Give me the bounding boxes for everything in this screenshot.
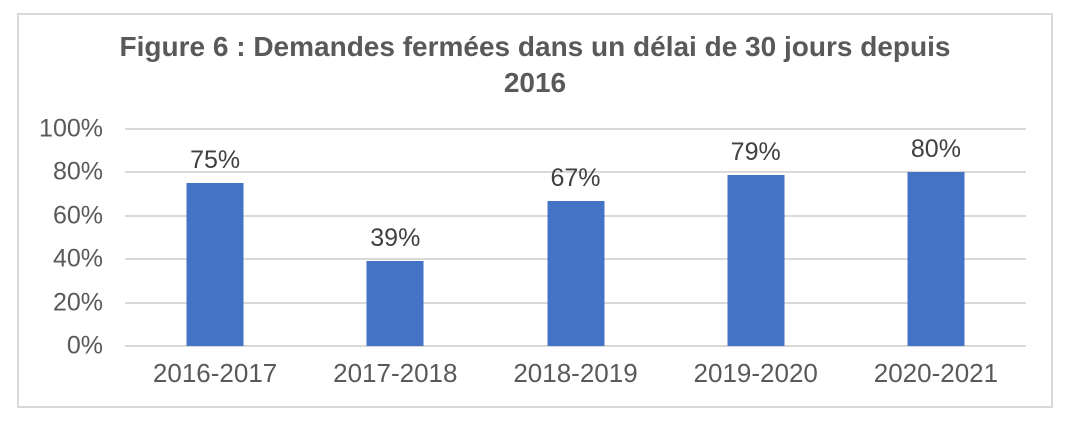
bar-value-label: 80%	[910, 135, 961, 164]
bar-2017-2018	[366, 261, 424, 346]
bar-value-label: 67%	[550, 163, 601, 192]
x-tick-label: 2019-2020	[693, 358, 818, 388]
y-tick-label: 100%	[39, 114, 103, 143]
bar-2018-2019	[547, 200, 604, 346]
y-tick-label: 0%	[66, 331, 103, 360]
x-tick-label: 2018-2019	[513, 358, 638, 388]
bars-layer: 75% 2016-2017 39% 2017-2018 67% 2018-2019 79% 2…	[125, 129, 1026, 388]
category-slot: 79% 2019-2020	[666, 129, 846, 388]
category-slot: 80% 2020-2021	[846, 129, 1026, 388]
chart-title-line-2: 2016	[503, 67, 567, 98]
x-tick-label: 2016-2017	[152, 358, 278, 388]
bar-2019-2020	[727, 174, 785, 346]
chart-title-line-1: Figure 6 : Demandes fermées dans un déla…	[119, 31, 951, 62]
gridline	[125, 171, 1026, 174]
x-tick-label: 2017-2018	[333, 358, 458, 388]
y-tick-label: 20%	[52, 288, 103, 317]
chart-title: Figure 6 : Demandes fermées dans un déla…	[19, 29, 1051, 101]
x-axis-baseline	[125, 345, 1026, 347]
category-slot: 75% 2016-2017	[125, 129, 305, 388]
bar-value-label: 39%	[370, 224, 421, 253]
chart-frame: Figure 6 : Demandes fermées dans un déla…	[17, 13, 1053, 408]
plot-area: 0% 20% 40% 60% 80% 100% 75% 2016-2017 39% 2017-2…	[39, 115, 1026, 388]
bar-value-label: 79%	[730, 137, 781, 166]
bar-2020-2021	[907, 172, 965, 346]
y-tick-label: 60%	[52, 201, 103, 230]
bar-value-label: 75%	[190, 146, 241, 175]
y-axis: 0% 20% 40% 60% 80% 100%	[39, 115, 1026, 360]
category-slot: 67% 2018-2019	[485, 129, 665, 388]
y-tick-label: 80%	[52, 157, 103, 186]
x-tick-label: 2020-2021	[873, 358, 999, 388]
y-tick-label: 40%	[52, 244, 103, 273]
bar-2016-2017	[186, 183, 244, 346]
gridline	[125, 128, 1026, 130]
category-slot: 39% 2017-2018	[305, 129, 485, 388]
